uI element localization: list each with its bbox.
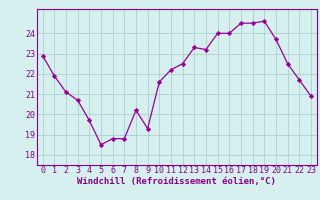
X-axis label: Windchill (Refroidissement éolien,°C): Windchill (Refroidissement éolien,°C) xyxy=(77,177,276,186)
